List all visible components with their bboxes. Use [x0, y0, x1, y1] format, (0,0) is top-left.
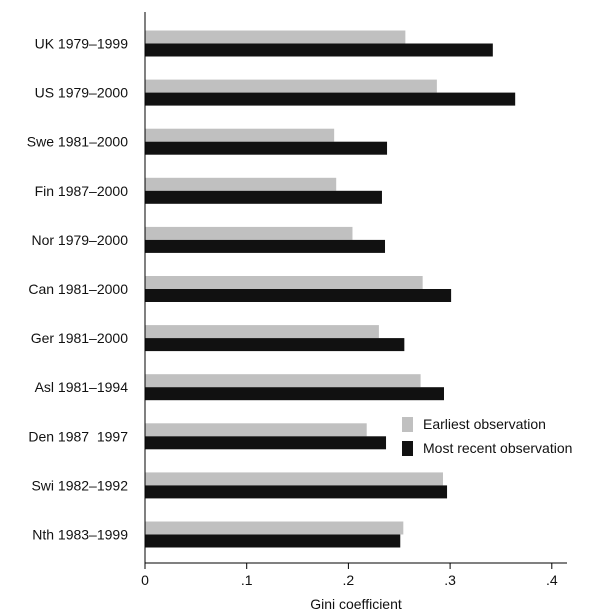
legend-label-earliest: Earliest observation	[423, 416, 546, 432]
x-tick-label-4: .4	[546, 572, 558, 588]
bar-most-recent-5	[145, 289, 452, 302]
legend-swatch-earliest	[402, 417, 413, 432]
bar-most-recent-1	[145, 92, 516, 106]
bar-most-recent-9	[145, 485, 448, 499]
bar-most-recent-0	[145, 43, 493, 57]
bar-earliest-5	[145, 276, 423, 289]
bar-most-recent-10	[145, 534, 401, 548]
category-label-4: Nor 1979–2000	[31, 232, 128, 248]
bar-most-recent-3	[145, 190, 382, 204]
bar-earliest-9	[145, 472, 443, 486]
x-tick-label-0: 0	[141, 572, 149, 588]
bar-earliest-3	[145, 177, 337, 191]
x-tick-label-1: .1	[241, 572, 253, 588]
x-axis-title: Gini coefficient	[310, 596, 402, 612]
category-label-0: UK 1979–1999	[35, 36, 129, 52]
bar-earliest-6	[145, 325, 379, 339]
category-label-7: Asl 1981–1994	[35, 379, 129, 395]
legend-swatch-most-recent	[402, 441, 413, 456]
bar-earliest-1	[145, 79, 437, 93]
category-label-8: Den 1987 1997	[28, 428, 128, 444]
bars-layer	[145, 30, 516, 548]
category-labels: UK 1979–1999 US 1979–2000 Swe 1981–2000 Fin…	[27, 36, 128, 543]
x-tick-label-2: .2	[343, 572, 355, 588]
bar-most-recent-6	[145, 338, 405, 352]
category-label-9: Swi 1982–1992	[31, 477, 128, 493]
bar-earliest-4	[145, 226, 353, 240]
bar-most-recent-7	[145, 387, 444, 401]
bar-most-recent-4	[145, 239, 386, 253]
category-label-2: Swe 1981–2000	[27, 134, 128, 150]
category-label-6: Ger 1981–2000	[31, 330, 129, 346]
category-label-5: Can 1981–2000	[28, 281, 128, 297]
bar-most-recent-2	[145, 141, 388, 155]
legend: Earliest observation Most recent observa…	[402, 416, 572, 456]
x-axis-ticks: 0 .1 .2 .3 .4	[141, 563, 558, 588]
bar-earliest-10	[145, 521, 404, 535]
legend-label-most-recent: Most recent observation	[423, 440, 572, 456]
bar-earliest-0	[145, 30, 406, 44]
x-tick-label-3: .3	[444, 572, 456, 588]
bar-earliest-8	[145, 423, 367, 437]
category-label-1: US 1979–2000	[35, 85, 129, 101]
category-label-10: Nth 1983–1999	[32, 527, 128, 543]
bar-earliest-2	[145, 128, 335, 142]
category-label-3: Fin 1987–2000	[35, 183, 129, 199]
bar-most-recent-8	[145, 436, 387, 450]
bar-earliest-7	[145, 374, 421, 388]
